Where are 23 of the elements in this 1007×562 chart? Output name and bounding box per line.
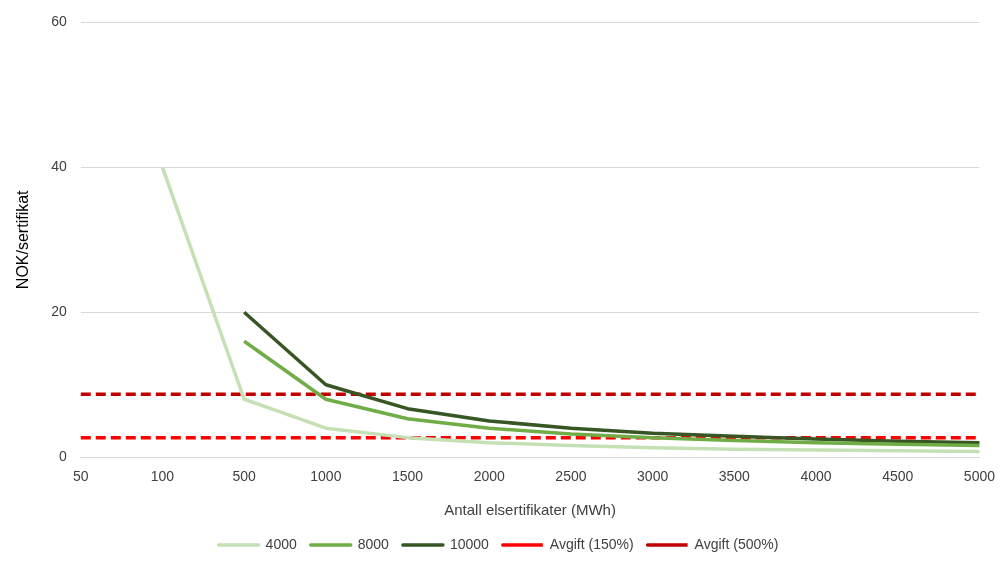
y-tick-label: 40 (51, 158, 67, 175)
legend-label: 8000 (357, 535, 390, 552)
legend-label: Avgift (500%) (694, 535, 779, 552)
x-axis-title: Antall elsertifikater (MWh) (444, 501, 616, 519)
x-tick-label: 4000 (800, 468, 832, 485)
y-axis-title: NOK/sertifikat (14, 189, 32, 290)
x-tick-label: 3500 (718, 468, 751, 485)
y-tick-label: 60 (51, 13, 67, 30)
x-tick-label: 500 (232, 468, 257, 485)
legend-label: Avgift (150%) (549, 535, 634, 552)
x-tick-label: 100 (150, 468, 175, 485)
y-tick-label: 20 (51, 303, 67, 320)
legend-label: 10000 (449, 535, 490, 552)
x-tick-label: 1500 (391, 468, 424, 485)
x-tick-label: 2000 (473, 468, 506, 485)
x-tick-label: 3000 (637, 468, 669, 485)
x-tick-label: 2500 (555, 468, 587, 485)
x-tick-label: 1000 (310, 468, 342, 485)
x-tick-label: 4500 (882, 468, 914, 485)
y-tick-label: 0 (58, 448, 67, 465)
legend-label: 4000 (265, 535, 297, 552)
x-tick-label: 5000 (963, 468, 996, 485)
x-tick-label: 50 (72, 468, 89, 485)
